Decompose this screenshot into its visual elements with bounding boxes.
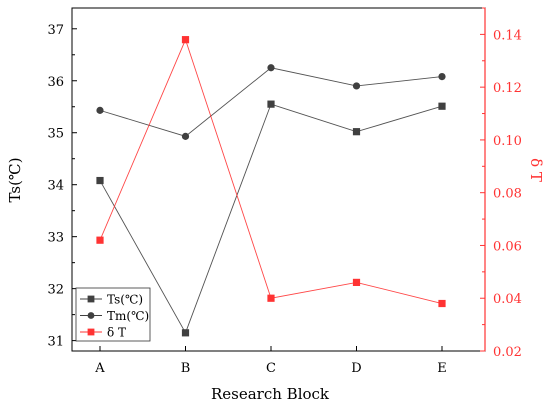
right-y-tick-label: 0.12 [493,81,522,96]
x-axis: A B C D E [94,346,447,376]
legend-marker [87,295,95,303]
data-point [352,278,361,286]
right-y-axis-title: δ T [527,158,545,182]
right-y-tick-label: 0.02 [493,345,522,360]
legend-item: δ T [80,326,126,340]
left-y-tick-label: 36 [47,75,64,90]
right-y-tick-label: 0.08 [493,187,522,202]
data-point [438,102,446,110]
legend-marker [87,312,95,319]
x-tick-label: C [266,361,276,376]
left-y-tick-label: 34 [47,179,64,194]
legend-item: Ts(℃) [80,293,143,307]
legend-label: Tm(℃) [107,309,149,323]
left-y-tick-label: 33 [47,231,64,246]
data-point [267,100,275,108]
legend-item: Tm(℃) [80,309,149,323]
series-1 [96,100,446,337]
x-tick-label: D [351,361,361,376]
x-tick-label: E [437,361,447,376]
x-tick-label: A [94,361,105,376]
data-point [181,132,190,140]
left-y-axis: 31 32 33 34 35 36 37 [47,23,77,350]
data-point [181,36,190,44]
right-y-tick-label: 0.14 [493,28,522,43]
data-point [438,299,446,308]
data-point [267,294,275,302]
legend-marker [87,328,95,336]
data-point [96,106,104,114]
series-2 [96,64,446,140]
data-point [352,128,361,136]
data-point [181,329,190,337]
left-y-tick-label: 32 [47,283,64,298]
series-line [99,38,443,304]
left-y-tick-label: 37 [47,23,64,38]
data-point [267,64,275,72]
legend-label: Ts(℃) [107,293,143,307]
left-y-tick-label: 35 [47,127,64,142]
x-axis-title: Research Block [211,385,330,403]
data-point [438,73,446,81]
data-point [96,176,104,185]
right-y-tick-label: 0.10 [493,134,522,149]
right-y-tick-label: 0.04 [493,292,522,307]
series-layer [96,36,446,337]
x-tick-label: B [181,361,191,376]
left-y-axis-title: Ts(℃) [6,157,24,202]
legend: Ts(℃) Tm(℃) δ T [75,287,151,342]
right-y-tick-label: 0.06 [493,239,522,254]
data-point [96,236,104,244]
legend-label: δ T [107,326,126,340]
right-y-axis: 0.02 0.04 0.06 0.08 0.10 0.12 0.14 [480,7,522,360]
data-point [352,82,361,90]
left-y-tick-label: 31 [47,335,64,350]
series-3 [96,36,446,308]
